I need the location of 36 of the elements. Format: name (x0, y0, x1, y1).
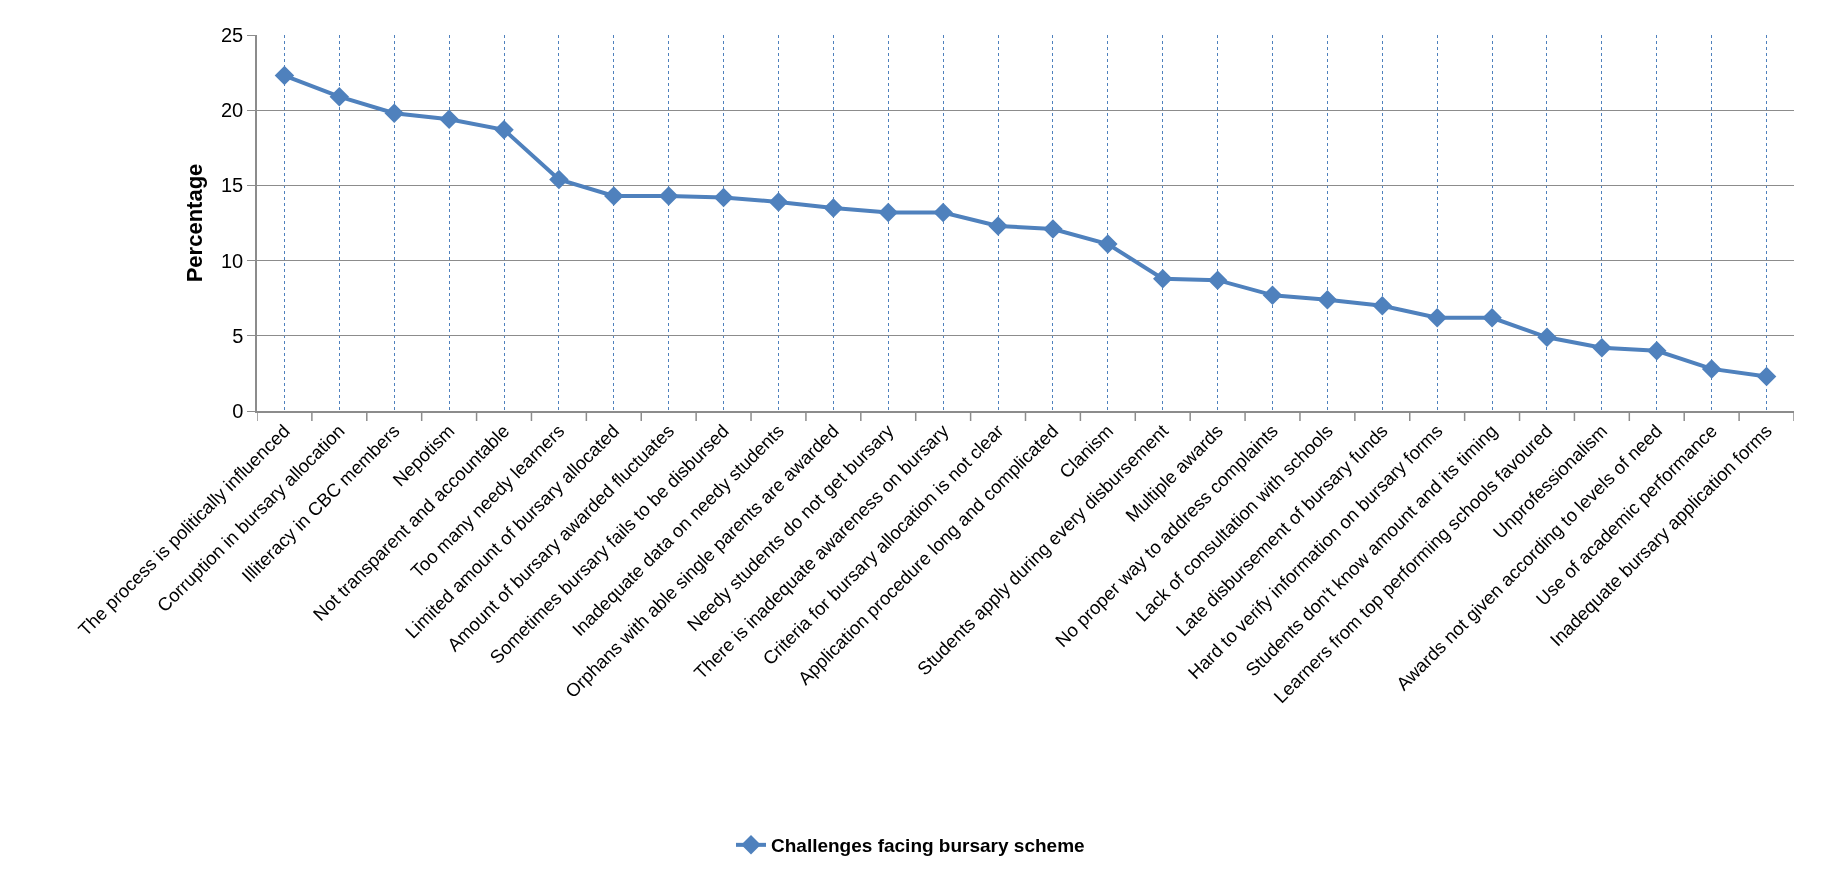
y-axis-title: Percentage (182, 163, 208, 283)
point (1152, 268, 1173, 289)
point (768, 192, 789, 212)
point (878, 202, 899, 223)
point (1592, 338, 1612, 358)
point (1756, 366, 1777, 387)
point (604, 186, 624, 206)
point (1482, 308, 1502, 328)
point (549, 169, 569, 190)
point (1043, 219, 1063, 239)
point (1647, 341, 1667, 361)
point (1372, 295, 1393, 316)
point (933, 202, 953, 223)
y-tick-label: 0 (232, 400, 244, 422)
point (823, 198, 844, 218)
point (439, 109, 459, 129)
y-tick-label: 5 (232, 324, 244, 347)
point (1317, 289, 1338, 310)
point (384, 103, 404, 123)
point (658, 186, 679, 206)
point (329, 86, 350, 107)
point (1098, 234, 1118, 254)
point (713, 187, 734, 208)
y-tick-label: 10 (221, 249, 244, 272)
legend-label: Challenges facing bursary scheme (771, 835, 1085, 857)
point (1427, 308, 1447, 328)
point (494, 120, 514, 140)
y-tick-label: 25 (221, 24, 244, 46)
y-tick-label: 20 (221, 99, 244, 122)
point (988, 216, 1008, 236)
point (1207, 270, 1228, 290)
point (1262, 285, 1283, 305)
point (1537, 327, 1557, 348)
point (274, 65, 295, 86)
point (1701, 359, 1722, 379)
y-tick-label: 15 (221, 174, 244, 197)
